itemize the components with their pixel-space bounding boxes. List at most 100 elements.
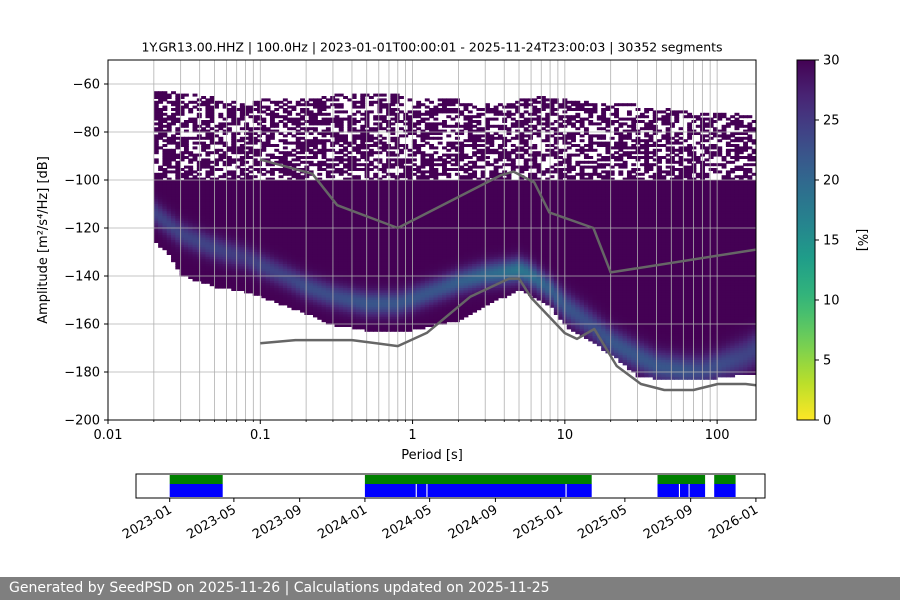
heatmap-cell [188, 151, 194, 155]
heatmap-cell [360, 189, 366, 193]
heatmap-cell [205, 244, 211, 248]
heatmap-cell [355, 192, 361, 195]
heatmap-cell [343, 228, 348, 231]
heatmap-cell [222, 208, 228, 212]
heatmap-cell [317, 242, 323, 246]
heatmap-cell [368, 252, 374, 255]
heatmap-cell [231, 180, 237, 183]
heatmap-cell [274, 124, 280, 128]
heatmap-cell [295, 206, 301, 210]
heatmap-cell [205, 153, 211, 157]
heatmap-cell [373, 117, 379, 121]
heatmap-cell [407, 328, 413, 332]
heatmap-cell [429, 194, 435, 198]
heatmap-cell [381, 93, 387, 97]
heatmap-cell [351, 201, 357, 205]
heatmap-cell [424, 252, 430, 255]
heatmap-cell [437, 304, 443, 308]
heatmap-cell [394, 158, 400, 162]
heatmap-cell [209, 199, 215, 203]
heatmap-cell [399, 266, 404, 270]
heatmap-cell [368, 302, 374, 306]
heatmap-cell [278, 156, 284, 159]
heatmap-cell [381, 321, 387, 325]
heatmap-cell [368, 324, 374, 327]
heatmap-cell [304, 208, 310, 212]
heatmap-cell [343, 177, 348, 181]
heatmap-cell [343, 321, 348, 325]
heatmap-cell [235, 182, 241, 186]
heatmap-cell [420, 175, 426, 179]
heatmap-cell [360, 168, 366, 171]
heatmap-cell [394, 208, 400, 212]
heatmap-cell [222, 144, 228, 147]
heatmap-cell [411, 276, 417, 279]
heatmap-cell [282, 182, 288, 186]
heatmap-cell [360, 211, 366, 215]
heatmap-cell [218, 139, 224, 143]
heatmap-cell [282, 268, 288, 272]
heatmap-cell [394, 216, 400, 219]
heatmap-cell [248, 228, 254, 231]
heatmap-cell [334, 216, 340, 219]
heatmap-cell [278, 120, 284, 123]
heatmap-cell [416, 148, 422, 152]
heatmap-cell [394, 163, 400, 167]
heatmap-cell [218, 206, 224, 210]
heatmap-cell [360, 196, 366, 200]
heatmap-cell [252, 240, 258, 243]
heatmap-cell [347, 172, 353, 176]
heatmap-cell [192, 259, 198, 263]
heatmap-cell [381, 304, 387, 308]
heatmap-cell [373, 180, 379, 183]
heatmap-cell [442, 182, 447, 186]
heatmap-cell [321, 285, 327, 289]
heatmap-cell [265, 268, 271, 272]
heatmap-cell [355, 146, 361, 150]
heatmap-cell [399, 271, 404, 275]
heatmap-cell [300, 208, 305, 212]
heatmap-cell [265, 271, 271, 275]
heatmap-cell [205, 129, 211, 133]
heatmap-cell [343, 256, 348, 260]
heatmap-cell [304, 225, 310, 229]
heatmap-cell [222, 129, 228, 133]
heatmap-cell [390, 278, 396, 282]
heatmap-cell [239, 276, 245, 279]
heatmap-cell [282, 256, 288, 260]
heatmap-cell [231, 110, 237, 114]
heatmap-cell [166, 182, 172, 186]
heatmap-cell [171, 232, 176, 236]
heatmap-cell [407, 268, 413, 272]
heatmap-cell [252, 194, 258, 198]
heatmap-cell [231, 208, 237, 212]
heatmap-cell [446, 319, 452, 323]
heatmap-cell [192, 184, 198, 188]
heatmap-cell [257, 213, 262, 217]
heatmap-cell [265, 153, 271, 157]
heatmap-cell [278, 266, 284, 270]
heatmap-cell [343, 252, 348, 255]
heatmap-cell [420, 153, 426, 157]
heatmap-cell [209, 170, 215, 174]
heatmap-cell [360, 324, 366, 327]
heatmap-cell [287, 266, 293, 270]
heatmap-cell [218, 175, 224, 179]
heatmap-cell [386, 290, 391, 294]
heatmap-cell [446, 187, 452, 191]
heatmap-cell [351, 295, 357, 299]
heatmap-cell [278, 240, 284, 243]
heatmap-cell [282, 124, 288, 128]
heatmap-cell [394, 139, 400, 143]
heatmap-cell [282, 288, 288, 291]
heatmap-cell [183, 199, 189, 203]
heatmap-cell [338, 136, 344, 140]
heatmap-cell [399, 326, 404, 330]
heatmap-cell [244, 182, 250, 186]
heatmap-cell [420, 276, 426, 279]
heatmap-cell [411, 273, 417, 277]
heatmap-cell [205, 165, 211, 169]
heatmap-cell [416, 225, 422, 229]
heatmap-cell [257, 225, 262, 229]
